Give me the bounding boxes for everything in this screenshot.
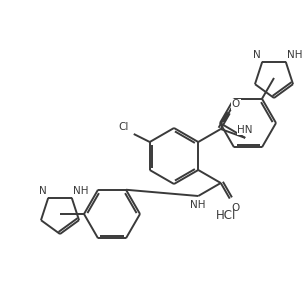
Text: O: O xyxy=(232,100,240,110)
Text: N: N xyxy=(39,186,47,196)
Text: NH: NH xyxy=(191,200,206,210)
Text: HCl: HCl xyxy=(216,209,237,223)
Text: N: N xyxy=(253,50,261,60)
Text: O: O xyxy=(232,202,240,212)
Text: NH: NH xyxy=(287,50,302,60)
Text: HN: HN xyxy=(237,125,253,135)
Text: Cl: Cl xyxy=(118,122,129,132)
Text: NH: NH xyxy=(73,186,88,196)
